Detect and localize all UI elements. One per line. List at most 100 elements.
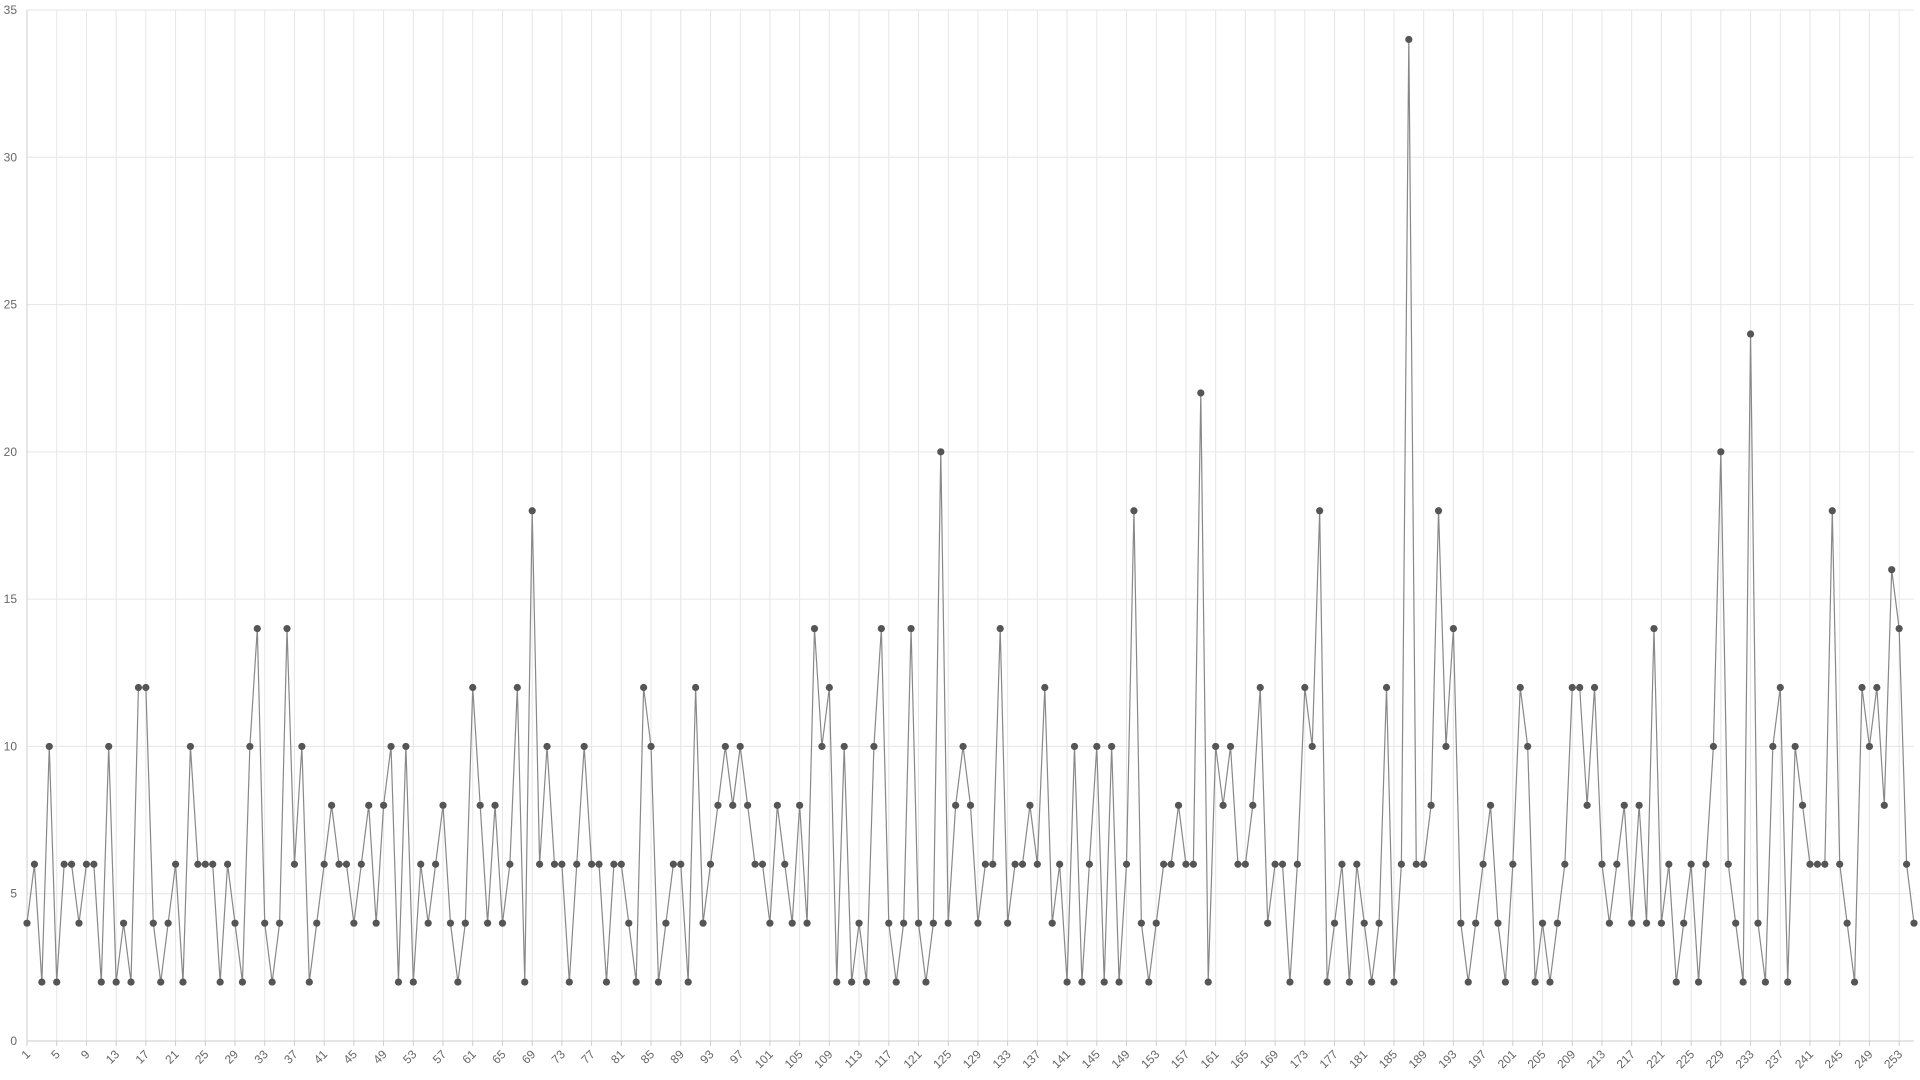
x-tick-label: 1 bbox=[18, 1047, 33, 1062]
data-point bbox=[1264, 919, 1272, 927]
data-point bbox=[1033, 860, 1041, 868]
data-point bbox=[706, 860, 715, 868]
data-point bbox=[238, 978, 247, 986]
x-tick-label: 217 bbox=[1614, 1047, 1638, 1071]
y-tick-label: 10 bbox=[4, 739, 18, 753]
data-point bbox=[1583, 801, 1591, 809]
data-point bbox=[1174, 801, 1183, 809]
data-point bbox=[1620, 801, 1628, 809]
data-point bbox=[1405, 35, 1413, 44]
data-point bbox=[721, 742, 729, 751]
data-point bbox=[469, 683, 477, 692]
x-tick-label: 153 bbox=[1138, 1047, 1162, 1071]
data-point bbox=[1353, 860, 1361, 868]
x-tick-label: 205 bbox=[1525, 1047, 1549, 1071]
data-point bbox=[1657, 919, 1666, 927]
data-point bbox=[1293, 860, 1301, 868]
data-point bbox=[1390, 978, 1398, 986]
data-point bbox=[1888, 566, 1896, 574]
x-tick-label: 173 bbox=[1287, 1047, 1311, 1071]
x-tick-label: 73 bbox=[549, 1047, 569, 1067]
data-point bbox=[729, 801, 737, 809]
data-point bbox=[357, 860, 365, 868]
data-point bbox=[810, 625, 819, 633]
data-point bbox=[833, 978, 841, 986]
data-point bbox=[966, 801, 975, 809]
data-point bbox=[1152, 919, 1160, 927]
data-point bbox=[1085, 860, 1093, 868]
x-tick-label: 165 bbox=[1227, 1047, 1251, 1071]
data-point bbox=[744, 801, 752, 809]
x-tick-label: 17 bbox=[133, 1047, 153, 1067]
data-point bbox=[1070, 742, 1079, 751]
data-point bbox=[1472, 919, 1480, 927]
x-tick-label: 5 bbox=[48, 1047, 63, 1062]
data-point bbox=[1167, 860, 1175, 868]
data-point bbox=[1650, 625, 1658, 633]
x-tick-label: 213 bbox=[1584, 1047, 1608, 1071]
data-point bbox=[1278, 860, 1287, 868]
data-point bbox=[818, 742, 826, 751]
x-tick-label: 137 bbox=[1019, 1047, 1043, 1071]
data-point bbox=[1628, 919, 1636, 927]
x-tick-label: 41 bbox=[311, 1047, 331, 1067]
data-point bbox=[1516, 683, 1524, 692]
data-point bbox=[1226, 742, 1235, 751]
data-point bbox=[372, 919, 380, 927]
data-point bbox=[275, 919, 284, 927]
x-tick-label: 93 bbox=[697, 1047, 717, 1067]
x-tick-label: 133 bbox=[990, 1047, 1014, 1071]
data-point bbox=[283, 625, 291, 633]
data-point bbox=[461, 919, 469, 927]
data-point bbox=[1672, 978, 1680, 986]
x-tick-label: 129 bbox=[960, 1047, 984, 1071]
data-point bbox=[313, 919, 321, 927]
data-point bbox=[528, 507, 536, 515]
y-tick-label: 25 bbox=[4, 298, 18, 312]
data-point bbox=[1605, 919, 1614, 927]
data-point bbox=[1330, 919, 1339, 927]
data-point bbox=[1316, 507, 1324, 515]
data-point bbox=[105, 742, 113, 751]
data-point bbox=[1018, 860, 1027, 868]
data-point bbox=[1212, 742, 1220, 751]
data-point bbox=[424, 919, 432, 927]
data-point bbox=[1880, 801, 1888, 809]
x-tick-label: 181 bbox=[1346, 1047, 1370, 1071]
data-point bbox=[602, 978, 611, 986]
data-point bbox=[1828, 507, 1836, 515]
data-point bbox=[298, 742, 306, 751]
data-point bbox=[1063, 978, 1071, 986]
data-point bbox=[1538, 919, 1547, 927]
data-point bbox=[1561, 860, 1569, 868]
x-tick-label: 185 bbox=[1376, 1047, 1400, 1071]
x-tick-label: 21 bbox=[162, 1047, 182, 1067]
data-point bbox=[82, 860, 91, 868]
data-point bbox=[290, 860, 299, 868]
data-point bbox=[1108, 742, 1116, 751]
data-point bbox=[1093, 742, 1101, 751]
data-point bbox=[714, 801, 722, 809]
x-tick-label: 45 bbox=[341, 1047, 361, 1067]
data-point bbox=[1717, 448, 1725, 456]
data-point bbox=[929, 919, 937, 927]
data-point bbox=[1754, 919, 1762, 927]
data-point bbox=[1486, 801, 1495, 809]
x-tick-label: 249 bbox=[1851, 1047, 1875, 1071]
data-point bbox=[1806, 860, 1814, 868]
y-tick-label: 0 bbox=[10, 1034, 17, 1048]
data-point bbox=[1902, 860, 1911, 868]
x-tick-label: 193 bbox=[1435, 1047, 1459, 1071]
x-tick-label: 201 bbox=[1495, 1047, 1519, 1071]
x-tick-label: 161 bbox=[1198, 1047, 1222, 1071]
data-point bbox=[1130, 507, 1138, 515]
data-point bbox=[989, 860, 997, 868]
data-point bbox=[781, 860, 789, 868]
x-tick-label: 57 bbox=[430, 1047, 450, 1067]
data-point bbox=[97, 978, 105, 986]
data-point bbox=[1442, 742, 1450, 751]
data-point bbox=[1546, 978, 1554, 986]
data-point bbox=[164, 919, 172, 927]
x-tick-label: 169 bbox=[1257, 1047, 1281, 1071]
data-point bbox=[1553, 919, 1562, 927]
